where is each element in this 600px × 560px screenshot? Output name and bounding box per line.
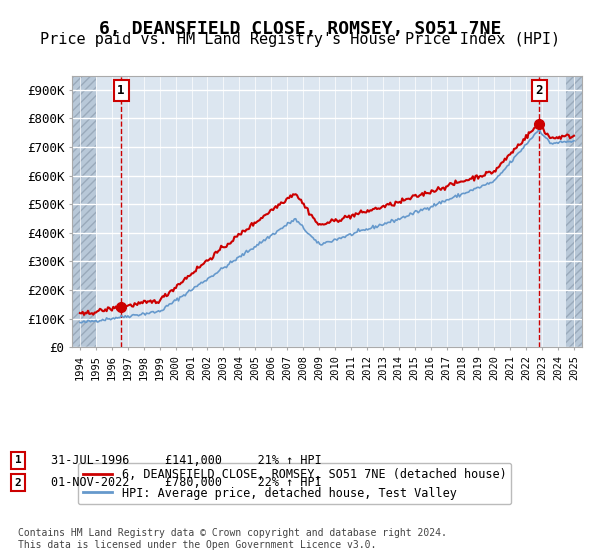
Text: 31-JUL-1996     £141,000     21% ↑ HPI: 31-JUL-1996 £141,000 21% ↑ HPI [51,454,322,467]
Text: 2: 2 [536,84,543,97]
Legend: 6, DEANSFIELD CLOSE, ROMSEY, SO51 7NE (detached house), HPI: Average price, deta: 6, DEANSFIELD CLOSE, ROMSEY, SO51 7NE (d… [78,463,511,504]
Text: 01-NOV-2022     £780,000     22% ↑ HPI: 01-NOV-2022 £780,000 22% ↑ HPI [51,476,322,489]
Text: 1: 1 [118,84,125,97]
Text: 1: 1 [14,455,22,465]
Bar [72,76,96,347]
Text: 2: 2 [14,478,22,488]
Text: 6, DEANSFIELD CLOSE, ROMSEY, SO51 7NE: 6, DEANSFIELD CLOSE, ROMSEY, SO51 7NE [99,20,501,38]
Text: Contains HM Land Registry data © Crown copyright and database right 2024.
This d: Contains HM Land Registry data © Crown c… [18,528,447,550]
Bar [566,76,582,347]
Text: Price paid vs. HM Land Registry's House Price Index (HPI): Price paid vs. HM Land Registry's House … [40,32,560,47]
